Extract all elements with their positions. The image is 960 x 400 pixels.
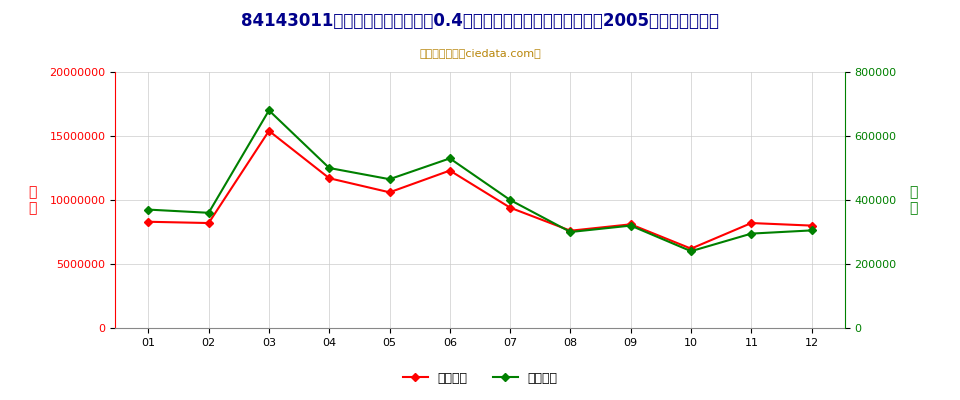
进口数量 <box>625 223 636 228</box>
进口美元 <box>324 176 335 181</box>
进口美元 <box>746 221 757 226</box>
进口美元 <box>685 246 697 251</box>
进口数量 <box>746 231 757 236</box>
进口美元 <box>203 221 214 226</box>
进口数量 <box>263 108 275 113</box>
进口数量 <box>384 177 396 182</box>
进口数量 <box>444 156 456 161</box>
进口美元 <box>504 205 516 210</box>
进口美元 <box>143 219 155 224</box>
进口美元 <box>384 190 396 195</box>
进口美元 <box>263 128 275 133</box>
Y-axis label: 金
额: 金 额 <box>29 185 36 215</box>
进口数量 <box>324 166 335 170</box>
进口美元 <box>444 168 456 173</box>
Legend: 进口美元, 进口数量: 进口美元, 进口数量 <box>397 367 563 390</box>
Line: 进口数量: 进口数量 <box>146 108 814 254</box>
进口美元 <box>625 222 636 227</box>
进口美元 <box>564 228 576 233</box>
进口数量 <box>203 210 214 215</box>
Y-axis label: 数
量: 数 量 <box>909 185 918 215</box>
进口数量 <box>685 249 697 254</box>
进口数量 <box>143 207 155 212</box>
进口数量 <box>504 198 516 202</box>
进口数量 <box>564 230 576 234</box>
进口数量 <box>805 228 817 233</box>
Text: 进出口服务网（ciedata.com）: 进出口服务网（ciedata.com） <box>420 48 540 58</box>
Text: 84143011电动机额定功率不超过0.4千瓦的冷藏箱或冷冻箱用压缩机2005年进口月度走势: 84143011电动机额定功率不超过0.4千瓦的冷藏箱或冷冻箱用压缩机2005年… <box>241 12 719 30</box>
进口美元 <box>805 223 817 228</box>
Line: 进口美元: 进口美元 <box>146 128 814 252</box>
